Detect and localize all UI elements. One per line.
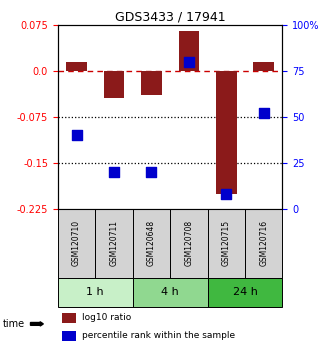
Point [261,110,266,116]
Point [74,132,79,138]
FancyBboxPatch shape [95,209,133,278]
FancyBboxPatch shape [208,278,282,307]
Title: GDS3433 / 17941: GDS3433 / 17941 [115,11,225,24]
FancyBboxPatch shape [170,209,208,278]
Bar [66,62,87,71]
Text: percentile rank within the sample: percentile rank within the sample [82,331,236,340]
Text: GSM120708: GSM120708 [184,220,193,267]
Bar [216,71,237,194]
Text: GSM120715: GSM120715 [222,220,231,267]
FancyBboxPatch shape [133,278,208,307]
Text: GSM120648: GSM120648 [147,220,156,267]
Text: 4 h: 4 h [161,287,179,297]
Text: time: time [3,319,25,329]
Point [186,59,191,64]
Text: GSM120711: GSM120711 [109,221,118,266]
FancyBboxPatch shape [58,278,133,307]
FancyBboxPatch shape [208,209,245,278]
Text: log10 ratio: log10 ratio [82,313,132,322]
Text: GSM120716: GSM120716 [259,220,268,267]
FancyBboxPatch shape [133,209,170,278]
Text: 24 h: 24 h [233,287,257,297]
Bar [104,71,124,98]
Bar [254,62,274,71]
Bar [178,31,199,71]
Text: 1 h: 1 h [86,287,104,297]
Point [111,169,117,175]
Bar [62,313,76,323]
Point [149,169,154,175]
Bar [62,331,76,341]
FancyBboxPatch shape [245,209,282,278]
Text: GSM120710: GSM120710 [72,220,81,267]
Point [224,191,229,197]
Bar [141,71,162,95]
FancyBboxPatch shape [58,209,95,278]
